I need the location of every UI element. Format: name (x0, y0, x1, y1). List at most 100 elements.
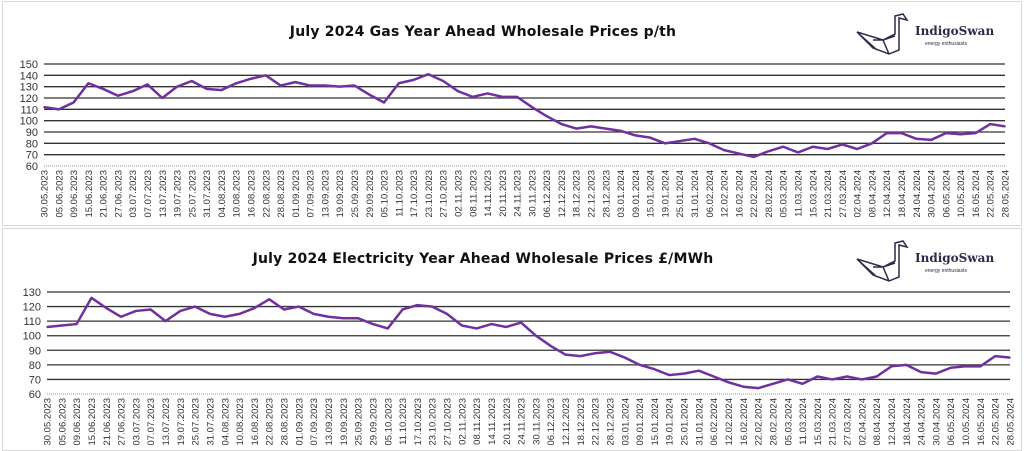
x-tick-label: 09.01.2024 (631, 170, 642, 218)
data-point (342, 317, 345, 320)
data-point (831, 378, 834, 381)
x-tick-label: 16.05.2024 (971, 170, 982, 218)
data-point (223, 315, 226, 318)
data-point (900, 132, 903, 134)
data-point (816, 375, 819, 378)
data-point (427, 73, 430, 75)
data-point (90, 297, 93, 299)
data-point (549, 345, 552, 347)
x-tick-label: 27.10.2023 (443, 398, 454, 446)
data-point (949, 366, 952, 369)
chart-title: July 2024 Gas Year Ahead Wholesale Price… (289, 24, 677, 40)
data-point (797, 151, 799, 154)
y-tick-label: 100 (20, 116, 38, 128)
y-tick-label: 140 (20, 70, 38, 82)
data-point (664, 142, 666, 145)
data-point (560, 123, 563, 125)
y-tick-label: 90 (26, 127, 38, 139)
y-tick-label: 150 (20, 59, 38, 71)
data-point (146, 83, 149, 86)
data-point (890, 365, 893, 368)
brand-tagline: energy enthusiasts (925, 41, 967, 47)
x-tick-label: 13.07.2023 (161, 398, 172, 446)
x-tick-label: 09.06.2023 (72, 398, 83, 446)
data-point (194, 305, 196, 308)
data-point (87, 82, 90, 85)
x-tick-label: 19.09.2023 (339, 398, 350, 446)
data-point (594, 352, 596, 354)
x-tick-label: 21.06.2023 (99, 170, 110, 218)
x-tick-label: 05.03.2024 (783, 398, 794, 446)
x-tick-label: 14.11.2023 (487, 398, 498, 445)
x-tick-label: 07.07.2023 (143, 170, 154, 218)
x-tick-label: 07.09.2023 (309, 398, 320, 446)
data-point (619, 130, 622, 132)
data-point (520, 321, 522, 324)
x-tick-label: 18.04.2024 (897, 170, 908, 218)
y-tick-label: 120 (23, 302, 41, 314)
data-point (979, 365, 982, 368)
x-tick-label: 16.02.2024 (739, 398, 750, 446)
data-point (723, 149, 725, 151)
x-tick-label: 05.06.2023 (54, 170, 65, 218)
x-tick-label: 25.01.2024 (680, 398, 691, 446)
data-point (974, 132, 977, 134)
swan-logo-icon (856, 13, 909, 55)
x-tick-label: 04.08.2023 (220, 398, 231, 446)
data-point (535, 334, 537, 337)
data-point (283, 308, 285, 311)
x-tick-label: 30.05.2023 (43, 398, 54, 446)
x-tick-label: 06.12.2023 (546, 398, 557, 446)
data-point (930, 139, 932, 141)
data-point (856, 148, 858, 150)
data-point (298, 305, 300, 308)
x-tick-label: 30.04.2024 (927, 170, 938, 218)
y-tick-label: 90 (29, 345, 41, 357)
x-tick-label: 06.05.2024 (941, 170, 952, 218)
data-point (638, 364, 641, 366)
data-point (250, 77, 252, 80)
x-tick-label: 06.02.2024 (709, 398, 720, 446)
data-point (471, 96, 474, 98)
data-point (752, 156, 755, 158)
data-point (220, 89, 223, 91)
x-tick-label: 28.08.2023 (276, 170, 287, 218)
data-point (312, 313, 315, 315)
x-tick-label: 04.08.2023 (217, 170, 228, 218)
x-tick-label: 02.04.2024 (857, 398, 868, 446)
data-point (959, 133, 962, 136)
indigoswan-logo: IndigoSwan energy enthusiasts (853, 237, 1013, 287)
data-point (742, 385, 745, 388)
x-tick-label: 14.11.2023 (483, 170, 494, 217)
x-tick-label: 15.06.2023 (84, 170, 95, 218)
data-point (1004, 125, 1006, 128)
data-point (457, 90, 459, 92)
data-point (490, 323, 493, 325)
x-tick-label: 05.06.2023 (57, 398, 68, 446)
data-point (545, 115, 548, 117)
x-tick-label: 31.07.2023 (202, 170, 213, 218)
x-tick-label: 13.09.2023 (324, 398, 335, 446)
electricity-chart-panel: July 2024 Electricity Year Ahead Wholesa… (2, 228, 1022, 451)
data-point (935, 372, 937, 375)
data-point (353, 84, 356, 87)
x-tick-label: 12.02.2024 (724, 398, 735, 446)
x-tick-label: 12.12.2023 (561, 398, 572, 446)
x-tick-label: 10.08.2023 (235, 398, 246, 446)
data-point (564, 353, 567, 356)
x-tick-label: 10.05.2024 (956, 170, 967, 218)
x-tick-label: 24.11.2023 (517, 398, 528, 445)
gas-chart-panel: July 2024 Gas Year Ahead Wholesale Price… (2, 1, 1022, 226)
x-tick-label: 19.07.2023 (176, 398, 187, 446)
data-point (841, 143, 844, 146)
data-point (294, 81, 297, 83)
data-point (712, 375, 715, 378)
x-tick-label: 31.01.2024 (694, 398, 705, 446)
x-tick-label: 22.05.2024 (986, 170, 997, 218)
data-point (801, 383, 804, 385)
x-tick-label: 29.09.2023 (368, 398, 379, 446)
data-point (772, 383, 774, 385)
data-point (575, 127, 578, 130)
data-point (609, 350, 611, 353)
